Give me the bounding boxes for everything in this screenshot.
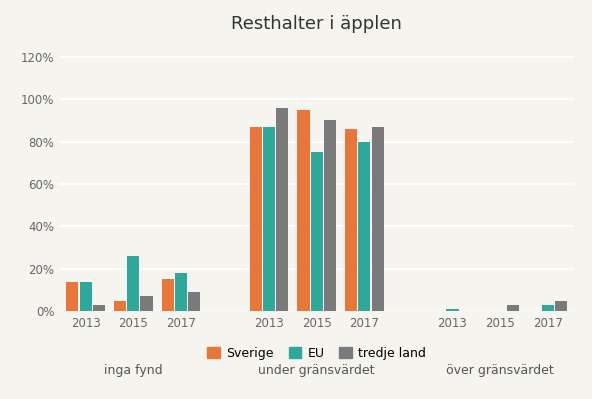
Bar xyxy=(175,273,187,311)
Bar xyxy=(79,282,92,311)
Bar xyxy=(93,305,105,311)
Text: under gränsvärdet: under gränsvärdet xyxy=(259,364,375,377)
Bar xyxy=(66,282,79,311)
Bar xyxy=(542,305,554,311)
Text: inga fynd: inga fynd xyxy=(104,364,163,377)
Bar xyxy=(250,127,262,311)
Bar xyxy=(507,305,519,311)
Bar xyxy=(188,292,200,311)
Text: över gränsvärdet: över gränsvärdet xyxy=(446,364,554,377)
Bar xyxy=(263,127,275,311)
Bar xyxy=(114,300,126,311)
Bar xyxy=(324,120,336,311)
Bar xyxy=(311,152,323,311)
Bar xyxy=(162,279,174,311)
Title: Resthalter i äpplen: Resthalter i äpplen xyxy=(231,15,402,33)
Legend: Sverige, EU, tredje land: Sverige, EU, tredje land xyxy=(202,342,431,365)
Bar xyxy=(127,256,139,311)
Bar xyxy=(358,142,371,311)
Bar xyxy=(276,108,288,311)
Bar xyxy=(297,110,310,311)
Bar xyxy=(372,127,384,311)
Bar xyxy=(345,129,358,311)
Bar xyxy=(140,296,153,311)
Bar xyxy=(555,300,567,311)
Bar xyxy=(446,309,459,311)
